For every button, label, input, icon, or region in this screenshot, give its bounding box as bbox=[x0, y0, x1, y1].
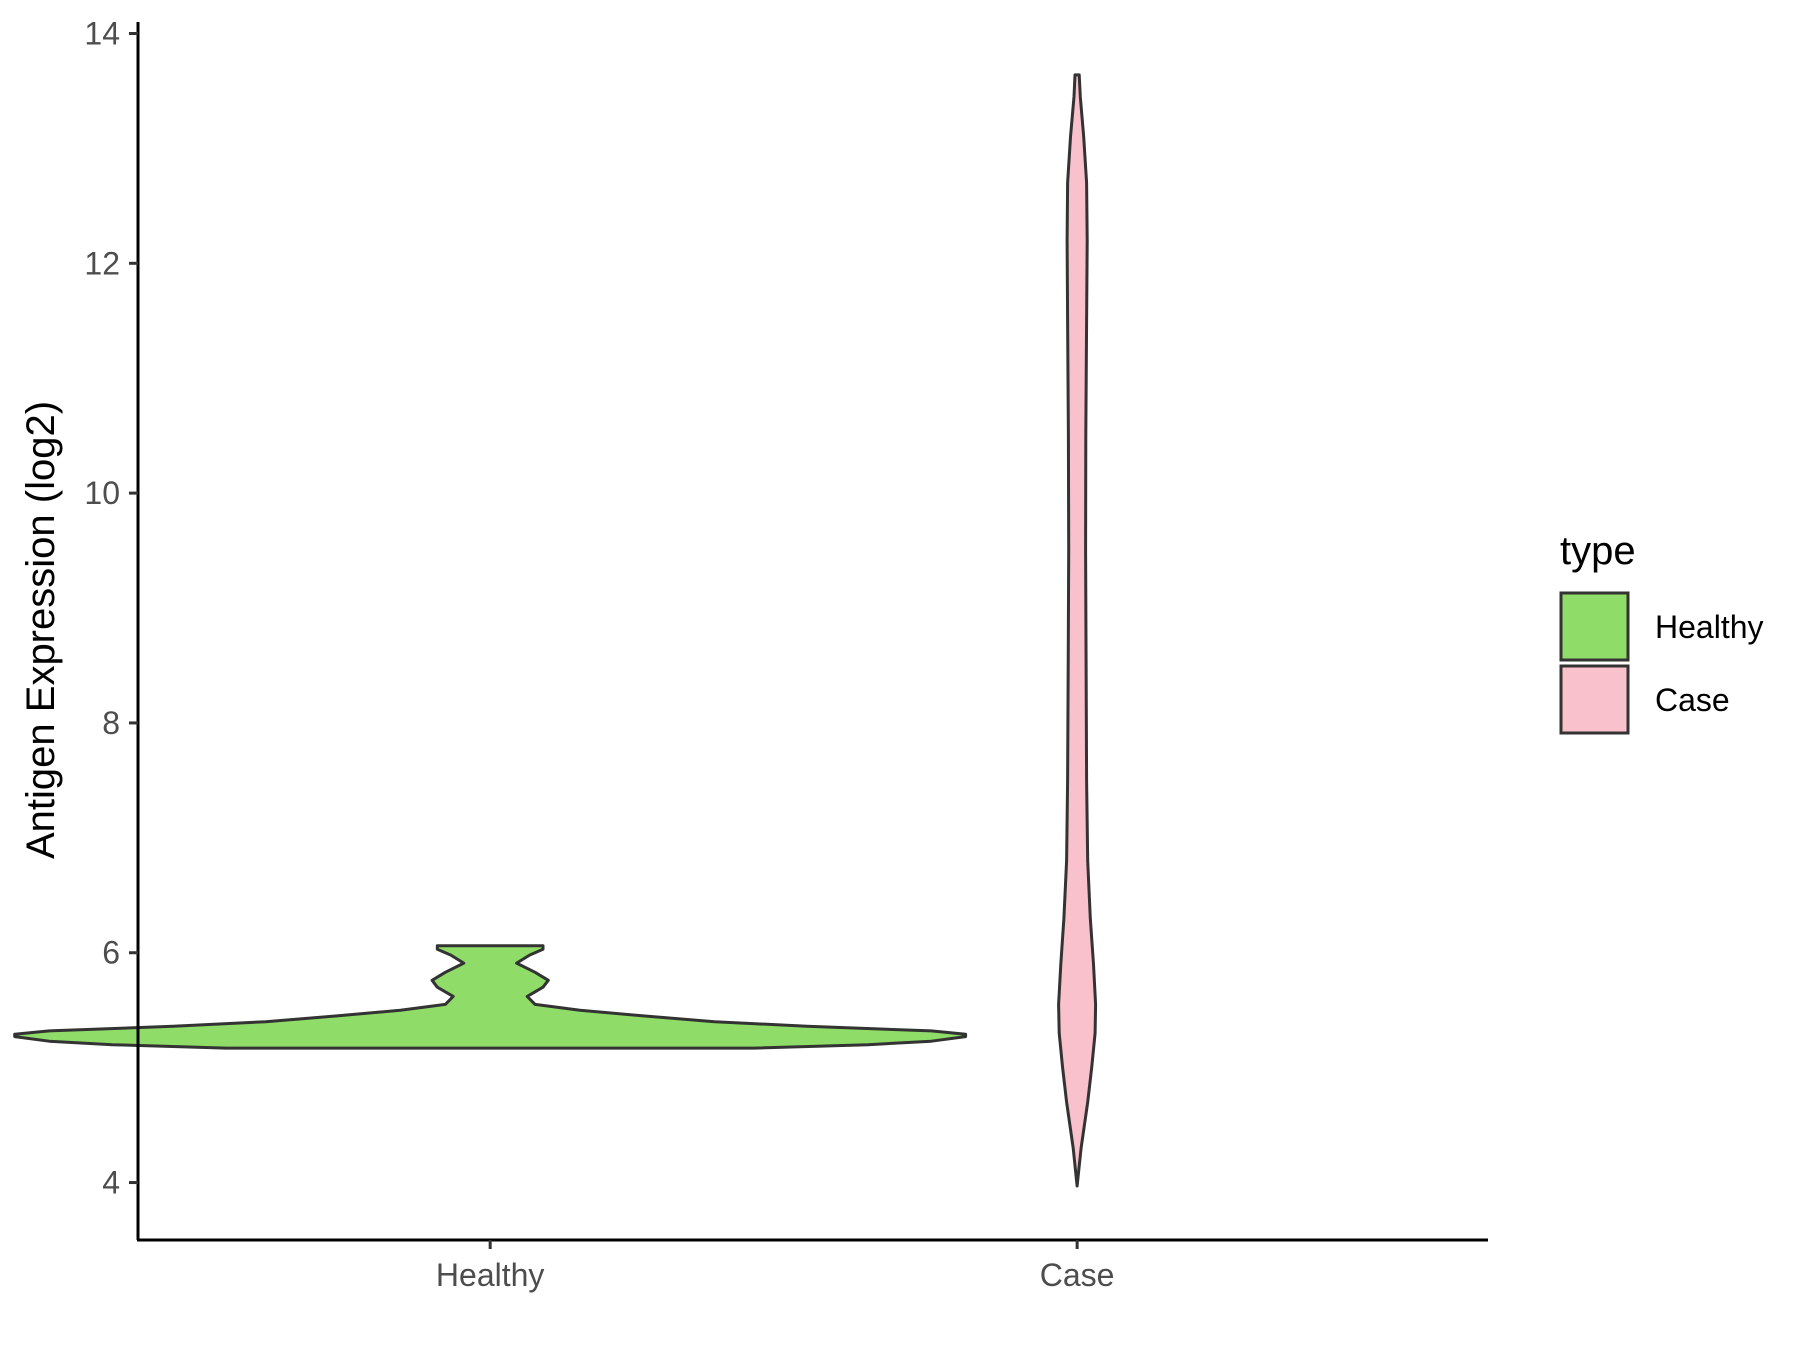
violin-case bbox=[1057, 73, 1098, 1188]
y-tick-label: 6 bbox=[102, 935, 120, 971]
legend: type Healthy Case bbox=[1559, 529, 1764, 735]
y-tick-label: 8 bbox=[102, 705, 120, 741]
x-tick-label: Case bbox=[1040, 1257, 1115, 1293]
y-tick-label: 14 bbox=[84, 15, 120, 51]
violins bbox=[13, 73, 1098, 1188]
x-tick-label: Healthy bbox=[436, 1257, 545, 1293]
y-tick-label: 4 bbox=[102, 1165, 120, 1201]
violin-healthy bbox=[13, 944, 968, 1050]
legend-label-case: Case bbox=[1655, 682, 1730, 718]
legend-title: type bbox=[1560, 529, 1636, 573]
legend-key-case bbox=[1559, 664, 1630, 735]
y-axis: 4 6 8 10 12 14 bbox=[84, 15, 140, 1240]
y-axis-title: Antigen Expression (log2) bbox=[19, 401, 63, 859]
legend-label-healthy: Healthy bbox=[1655, 609, 1764, 645]
legend-key-healthy bbox=[1559, 591, 1630, 662]
y-tick-label: 12 bbox=[84, 245, 120, 281]
y-tick-label: 10 bbox=[84, 475, 120, 511]
x-axis: Healthy Case bbox=[137, 1238, 1488, 1293]
